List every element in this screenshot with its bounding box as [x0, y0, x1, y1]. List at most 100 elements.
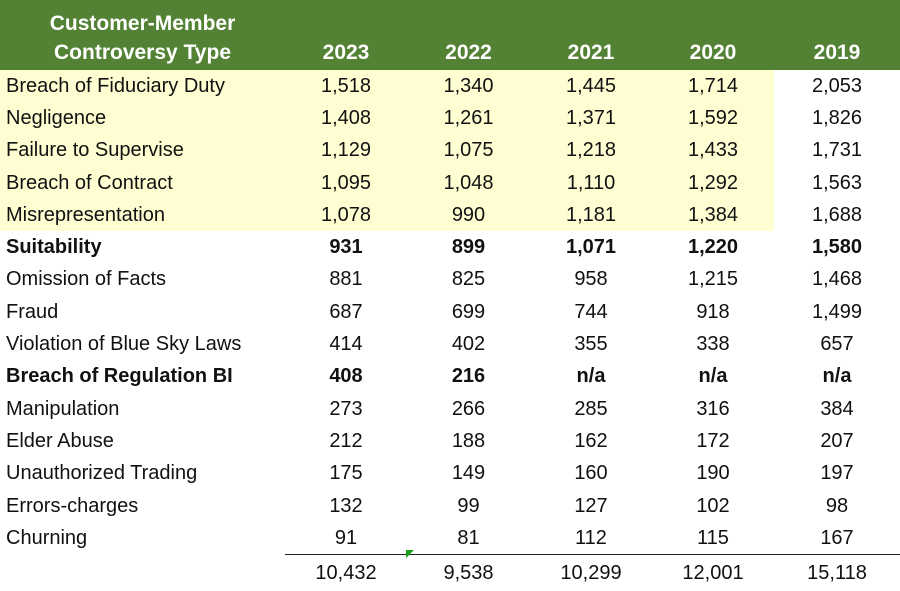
- value-cell[interactable]: 1,340: [407, 70, 530, 103]
- value-cell[interactable]: 414: [329, 333, 363, 356]
- value-cell[interactable]: 99: [457, 494, 480, 517]
- value-cell[interactable]: 384: [820, 397, 854, 420]
- totals-label-cell[interactable]: [0, 555, 285, 591]
- value-cell[interactable]: 687: [329, 300, 363, 323]
- value-cell[interactable]: 316: [696, 397, 730, 420]
- value-cell[interactable]: 115: [697, 526, 729, 549]
- value-cell[interactable]: 1,215: [687, 268, 739, 291]
- row-label[interactable]: Suitability: [6, 236, 102, 259]
- value-cell[interactable]: 1,292: [652, 166, 774, 200]
- value-cell[interactable]: n/a: [822, 365, 852, 388]
- value-cell[interactable]: 190: [696, 462, 730, 485]
- header-cell-empty[interactable]: [652, 0, 774, 36]
- value-cell[interactable]: 918: [696, 300, 730, 323]
- value-cell[interactable]: 1,468: [811, 268, 863, 291]
- value-cell[interactable]: 699: [451, 300, 486, 323]
- value-cell[interactable]: 188: [451, 429, 486, 452]
- row-label[interactable]: Violation of Blue Sky Laws: [6, 333, 242, 356]
- total-2021[interactable]: 10,299: [530, 554, 652, 591]
- value-cell[interactable]: 1,110: [530, 166, 652, 200]
- value-cell[interactable]: 162: [574, 429, 608, 452]
- row-label[interactable]: Breach of Regulation BI: [6, 365, 233, 388]
- value-cell[interactable]: 127: [574, 494, 608, 517]
- value-cell[interactable]: 1,518: [285, 70, 407, 103]
- value-cell[interactable]: 285: [574, 397, 608, 420]
- row-label[interactable]: Failure to Supervise: [0, 134, 285, 167]
- value-cell[interactable]: 81: [457, 526, 480, 549]
- value-cell[interactable]: n/a: [576, 365, 606, 388]
- total-2020[interactable]: 12,001: [652, 554, 774, 591]
- value-cell[interactable]: 1,563: [811, 171, 863, 194]
- value-cell[interactable]: 207: [820, 429, 854, 452]
- value-cell[interactable]: 1,826: [811, 106, 863, 129]
- header-title-line1[interactable]: Customer-Member: [0, 0, 285, 36]
- row-label[interactable]: Churning: [6, 527, 88, 550]
- value-cell[interactable]: 1,075: [407, 134, 530, 167]
- value-cell[interactable]: 1,129: [285, 134, 407, 167]
- total-2019[interactable]: 15,118: [774, 554, 900, 591]
- value-cell[interactable]: 408: [329, 365, 363, 388]
- row-label[interactable]: Manipulation: [6, 397, 120, 420]
- value-cell[interactable]: 1,688: [811, 203, 863, 226]
- year-header-2019[interactable]: 2019: [774, 36, 900, 70]
- value-cell[interactable]: 1,714: [652, 70, 774, 103]
- value-cell[interactable]: 1,731: [811, 139, 863, 162]
- value-cell[interactable]: 1,384: [652, 199, 774, 232]
- value-cell[interactable]: 744: [574, 300, 608, 323]
- header-cell-empty[interactable]: [407, 0, 530, 36]
- value-cell[interactable]: 990: [407, 199, 530, 232]
- row-label[interactable]: Unauthorized Trading: [6, 462, 198, 485]
- value-cell[interactable]: 402: [451, 333, 486, 356]
- header-cell-empty[interactable]: [285, 0, 407, 36]
- value-cell[interactable]: 212: [329, 429, 363, 452]
- header-cell-empty[interactable]: [774, 0, 900, 36]
- value-cell[interactable]: 881: [329, 268, 363, 291]
- value-cell[interactable]: 1,095: [285, 166, 407, 200]
- row-label[interactable]: Elder Abuse: [6, 429, 114, 452]
- row-label[interactable]: Breach of Fiduciary Duty: [0, 70, 285, 103]
- row-label[interactable]: Misrepresentation: [0, 199, 285, 232]
- value-cell[interactable]: 149: [451, 462, 486, 485]
- row-label[interactable]: Errors-charges: [6, 494, 139, 517]
- value-cell[interactable]: 355: [574, 333, 608, 356]
- value-cell[interactable]: 1,433: [652, 134, 774, 167]
- row-label[interactable]: Negligence: [0, 102, 285, 135]
- value-cell[interactable]: 197: [820, 462, 854, 485]
- value-cell[interactable]: 1,580: [811, 236, 863, 259]
- value-cell[interactable]: 167: [820, 526, 854, 549]
- value-cell[interactable]: 160: [574, 462, 608, 485]
- value-cell[interactable]: 1,261: [407, 102, 530, 135]
- value-cell[interactable]: 825: [451, 268, 486, 291]
- value-cell[interactable]: 91: [334, 526, 358, 549]
- value-cell[interactable]: 1,445: [530, 70, 652, 103]
- value-cell[interactable]: 172: [696, 429, 730, 452]
- value-cell[interactable]: 132: [329, 494, 363, 517]
- value-cell[interactable]: 1,078: [285, 199, 407, 232]
- value-cell[interactable]: 657: [820, 333, 854, 356]
- value-cell[interactable]: 1,048: [407, 166, 530, 200]
- value-cell[interactable]: 102: [696, 494, 730, 517]
- value-cell[interactable]: 1,218: [530, 134, 652, 167]
- value-cell[interactable]: 931: [329, 236, 363, 259]
- value-cell[interactable]: 1,181: [530, 199, 652, 232]
- value-cell[interactable]: 1,071: [565, 236, 617, 259]
- value-cell[interactable]: 338: [696, 333, 730, 356]
- value-cell[interactable]: 266: [451, 397, 486, 420]
- value-cell[interactable]: 2,053: [811, 74, 863, 97]
- value-cell[interactable]: 98: [825, 494, 849, 517]
- value-cell[interactable]: 958: [574, 268, 608, 291]
- row-label[interactable]: Omission of Facts: [6, 268, 167, 291]
- value-cell[interactable]: 1,499: [811, 300, 863, 323]
- total-2022[interactable]: 9,538: [407, 554, 530, 591]
- year-header-2021[interactable]: 2021: [530, 36, 652, 70]
- row-label[interactable]: Breach of Contract: [0, 166, 285, 200]
- year-header-2023[interactable]: 2023: [285, 36, 407, 70]
- year-header-2022[interactable]: 2022: [407, 36, 530, 70]
- value-cell[interactable]: 1,220: [687, 236, 739, 259]
- value-cell[interactable]: 175: [329, 462, 363, 485]
- year-header-2020[interactable]: 2020: [652, 36, 774, 70]
- value-cell[interactable]: 899: [451, 236, 486, 259]
- value-cell[interactable]: 1,592: [652, 102, 774, 135]
- value-cell[interactable]: 1,408: [285, 102, 407, 135]
- total-2023[interactable]: 10,432: [285, 554, 407, 591]
